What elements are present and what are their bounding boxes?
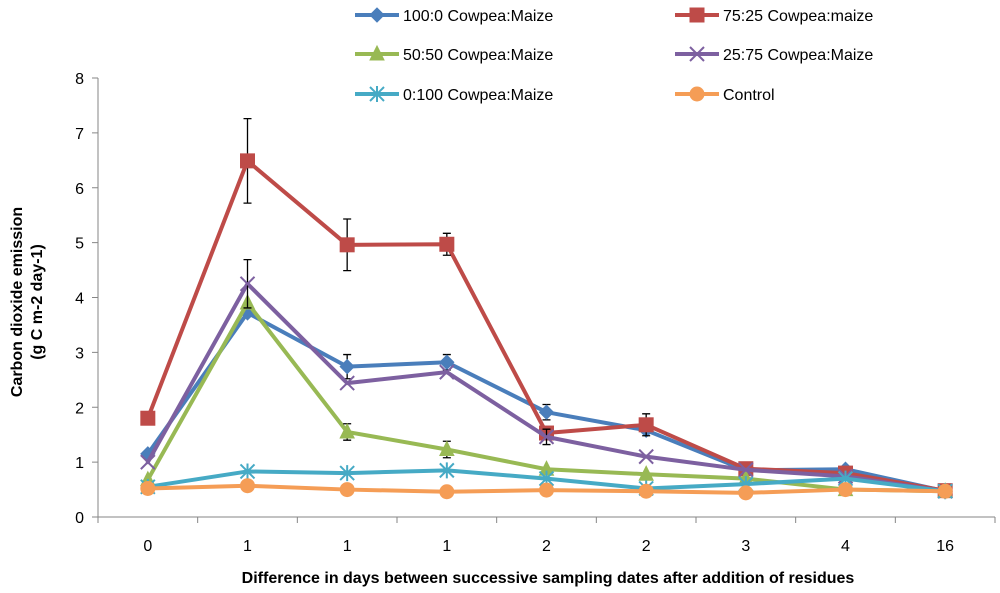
data-point <box>140 480 156 496</box>
data-point <box>239 463 256 480</box>
y-axis-title-line2: (g C m-2 day-1) <box>29 244 46 360</box>
y-tick-label: 6 <box>75 181 84 198</box>
data-point <box>140 410 156 426</box>
x-tick-label: 0 <box>143 538 152 555</box>
data-point <box>838 482 853 498</box>
y-tick-label: 7 <box>75 126 84 143</box>
legend-item-6: Control <box>675 86 775 104</box>
legend-label: 25:75 Cowpea:Maize <box>723 47 873 64</box>
data-point <box>439 484 455 500</box>
data-point <box>439 236 455 252</box>
legend-marker <box>369 86 385 102</box>
x-tick-label: 1 <box>243 538 252 555</box>
data-point <box>539 482 554 498</box>
x-axis-title: Difference in days between successive sa… <box>242 570 855 587</box>
data-point <box>439 354 455 370</box>
data-point <box>638 448 654 465</box>
x-tick-label: 1 <box>343 538 352 555</box>
axes <box>97 78 995 518</box>
series-layer <box>140 117 953 501</box>
legend-label: 50:50 Cowpea:Maize <box>403 47 553 64</box>
y-axis-title-line1: Carbon dioxide emission <box>9 207 26 397</box>
data-point <box>140 454 156 470</box>
series-6 <box>140 478 953 501</box>
x-tick-label: 1 <box>442 538 451 555</box>
data-point <box>240 478 255 494</box>
legend-marker <box>369 7 385 23</box>
y-ticks: 0 1 2 3 4 5 6 7 8 <box>75 71 98 527</box>
data-point <box>339 465 355 482</box>
legend-item-4: 25:75 Cowpea:Maize <box>675 46 873 64</box>
x-ticks: 0 1 1 1 2 2 3 4 16 <box>97 517 996 555</box>
x-tick-label: 2 <box>642 538 651 555</box>
legend: 100:0 Cowpea:Maize 75:25 Cowpea:maize 50:5… <box>355 7 873 104</box>
data-point <box>738 462 754 478</box>
y-tick-label: 1 <box>75 455 84 472</box>
x-tick-label: 2 <box>542 538 551 555</box>
data-point <box>738 485 754 501</box>
data-point <box>638 417 654 433</box>
y-tick-label: 8 <box>75 71 84 88</box>
data-point <box>937 483 953 499</box>
legend-marker <box>689 86 705 102</box>
legend-label: 0:100 Cowpea:Maize <box>403 87 553 104</box>
legend-label: 75:25 Cowpea:maize <box>723 8 873 25</box>
data-point <box>339 422 355 439</box>
y-tick-label: 4 <box>75 291 84 308</box>
data-point <box>638 465 654 481</box>
data-point <box>339 375 355 391</box>
data-point <box>439 440 455 457</box>
x-tick-label: 16 <box>936 538 954 555</box>
y-tick-label: 3 <box>75 345 84 362</box>
data-point <box>538 429 555 445</box>
data-point <box>240 153 255 169</box>
legend-marker <box>689 7 705 23</box>
x-tick-label: 3 <box>741 538 750 555</box>
y-axis-title: Carbon dioxide emission (g C m-2 day-1) <box>9 207 46 397</box>
data-point <box>239 276 256 292</box>
y-tick-label: 2 <box>75 400 84 417</box>
data-point <box>439 462 455 479</box>
data-point <box>339 237 355 253</box>
data-point <box>538 404 555 420</box>
legend-item-5: 0:100 Cowpea:Maize <box>355 86 553 104</box>
data-point <box>638 483 654 499</box>
legend-item-2: 75:25 Cowpea:maize <box>675 7 873 25</box>
legend-marker <box>369 44 385 61</box>
legend-marker <box>689 46 705 62</box>
legend-label: 100:0 Cowpea:Maize <box>403 8 553 25</box>
data-point <box>339 358 355 375</box>
legend-item-1: 100:0 Cowpea:Maize <box>355 7 553 25</box>
series-3 <box>140 293 953 498</box>
x-tick-label: 4 <box>841 538 850 555</box>
legend-label: Control <box>723 87 775 104</box>
data-point <box>439 364 455 380</box>
legend-item-3: 50:50 Cowpea:Maize <box>355 44 553 64</box>
y-tick-label: 5 <box>75 236 84 253</box>
y-tick-label: 0 <box>75 510 84 527</box>
data-point <box>339 482 355 498</box>
series-line <box>145 281 948 494</box>
